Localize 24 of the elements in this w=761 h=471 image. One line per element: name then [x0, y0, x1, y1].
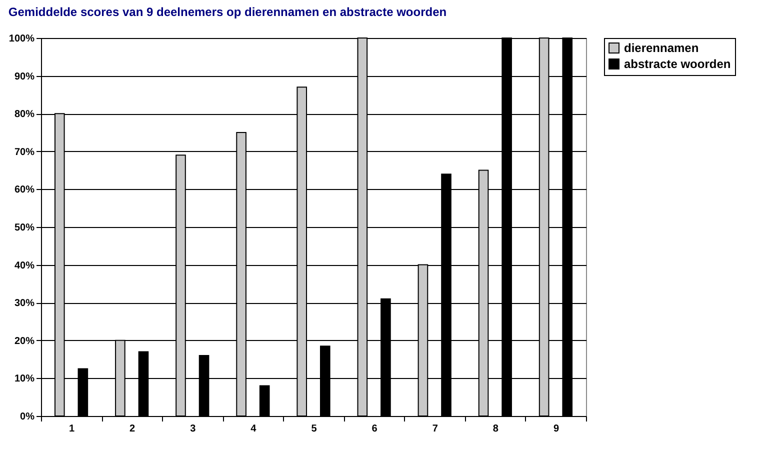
legend-label: abstracte woorden — [624, 57, 731, 71]
x-tick-label: 5 — [311, 424, 318, 434]
y-tick-label: 20% — [14, 336, 35, 347]
x-tick-label: 4 — [250, 424, 257, 434]
x-tick-label: 7 — [432, 424, 438, 434]
y-tick-label: 90% — [14, 71, 35, 82]
bar — [259, 385, 270, 416]
x-tick-label: 2 — [130, 424, 136, 434]
y-tick-label: 0% — [20, 412, 35, 422]
legend-label: dierennamen — [624, 41, 699, 55]
x-tick-label: 1 — [68, 424, 75, 434]
y-tick-label: 50% — [14, 222, 35, 234]
y-tick-label: 80% — [14, 109, 35, 120]
x-tick-label: 9 — [553, 424, 560, 434]
chart-title: Gemiddelde scores van 9 deelnemers op dierennamen en abstracte woorden — [8, 5, 447, 19]
x-tick-label: 6 — [372, 424, 378, 434]
x-tick-label: 3 — [190, 424, 196, 434]
x-tick-label: 8 — [492, 424, 499, 434]
y-tick-label: 100% — [8, 34, 35, 44]
y-tick-label: 30% — [14, 298, 35, 310]
y-tick-label: 60% — [14, 184, 35, 196]
y-tick-label: 10% — [14, 374, 35, 385]
y-tick-label: 40% — [14, 260, 35, 272]
y-tick-label: 70% — [14, 146, 35, 158]
